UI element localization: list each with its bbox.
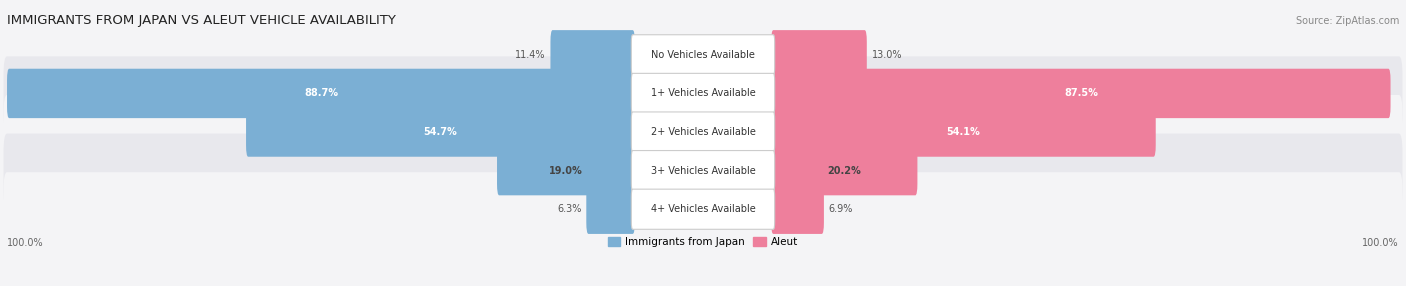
Text: No Vehicles Available: No Vehicles Available <box>651 50 755 60</box>
FancyBboxPatch shape <box>3 18 1403 92</box>
Text: IMMIGRANTS FROM JAPAN VS ALEUT VEHICLE AVAILABILITY: IMMIGRANTS FROM JAPAN VS ALEUT VEHICLE A… <box>7 14 396 27</box>
Text: 6.9%: 6.9% <box>830 204 853 214</box>
FancyBboxPatch shape <box>7 69 636 118</box>
Text: 54.1%: 54.1% <box>946 127 980 137</box>
Text: 19.0%: 19.0% <box>548 166 583 176</box>
FancyBboxPatch shape <box>631 73 775 114</box>
FancyBboxPatch shape <box>631 35 775 75</box>
FancyBboxPatch shape <box>772 184 824 234</box>
Text: Source: ZipAtlas.com: Source: ZipAtlas.com <box>1295 16 1399 26</box>
FancyBboxPatch shape <box>498 146 636 195</box>
FancyBboxPatch shape <box>246 107 636 157</box>
FancyBboxPatch shape <box>586 184 636 234</box>
FancyBboxPatch shape <box>3 56 1403 130</box>
Text: 4+ Vehicles Available: 4+ Vehicles Available <box>651 204 755 214</box>
Legend: Immigrants from Japan, Aleut: Immigrants from Japan, Aleut <box>603 233 803 251</box>
Text: 1+ Vehicles Available: 1+ Vehicles Available <box>651 88 755 98</box>
FancyBboxPatch shape <box>772 30 866 80</box>
Text: 13.0%: 13.0% <box>872 50 903 60</box>
Text: 6.3%: 6.3% <box>557 204 582 214</box>
FancyBboxPatch shape <box>3 95 1403 169</box>
Text: 54.7%: 54.7% <box>423 127 457 137</box>
FancyBboxPatch shape <box>550 30 636 80</box>
FancyBboxPatch shape <box>772 107 1156 157</box>
FancyBboxPatch shape <box>3 134 1403 208</box>
FancyBboxPatch shape <box>3 172 1403 246</box>
Text: 100.0%: 100.0% <box>7 238 44 248</box>
Text: 87.5%: 87.5% <box>1064 88 1098 98</box>
Text: 20.2%: 20.2% <box>827 166 862 176</box>
Text: 2+ Vehicles Available: 2+ Vehicles Available <box>651 127 755 137</box>
FancyBboxPatch shape <box>772 146 918 195</box>
FancyBboxPatch shape <box>772 69 1391 118</box>
FancyBboxPatch shape <box>631 112 775 152</box>
Text: 88.7%: 88.7% <box>304 88 337 98</box>
Text: 100.0%: 100.0% <box>1362 238 1399 248</box>
Text: 11.4%: 11.4% <box>515 50 546 60</box>
FancyBboxPatch shape <box>631 189 775 229</box>
FancyBboxPatch shape <box>631 150 775 191</box>
Text: 3+ Vehicles Available: 3+ Vehicles Available <box>651 166 755 176</box>
